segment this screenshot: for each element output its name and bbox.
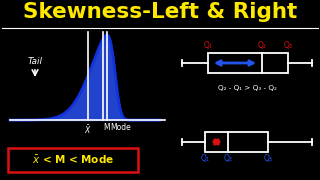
Bar bbox=[208, 53, 288, 73]
Text: Q₂: Q₂ bbox=[258, 41, 267, 50]
Text: Mode: Mode bbox=[110, 123, 131, 132]
Text: Q₃: Q₃ bbox=[284, 41, 292, 50]
Bar bbox=[8, 148, 138, 172]
Bar bbox=[205, 132, 268, 152]
Text: $\bar{X}$: $\bar{X}$ bbox=[84, 123, 92, 136]
Text: Q₂: Q₂ bbox=[223, 154, 233, 163]
Text: M: M bbox=[104, 123, 110, 132]
Text: Tail: Tail bbox=[28, 57, 43, 66]
Text: Q₁: Q₁ bbox=[204, 41, 212, 50]
Text: Q₂ - Q₁ > Q₃ - Q₂: Q₂ - Q₁ > Q₃ - Q₂ bbox=[218, 85, 276, 91]
Text: Skewness-Left & Right: Skewness-Left & Right bbox=[23, 2, 297, 22]
Text: Q₁: Q₁ bbox=[201, 154, 209, 163]
Text: Q₃: Q₃ bbox=[263, 154, 273, 163]
Text: $\bar{x}$ < M < Mode: $\bar{x}$ < M < Mode bbox=[32, 154, 114, 166]
